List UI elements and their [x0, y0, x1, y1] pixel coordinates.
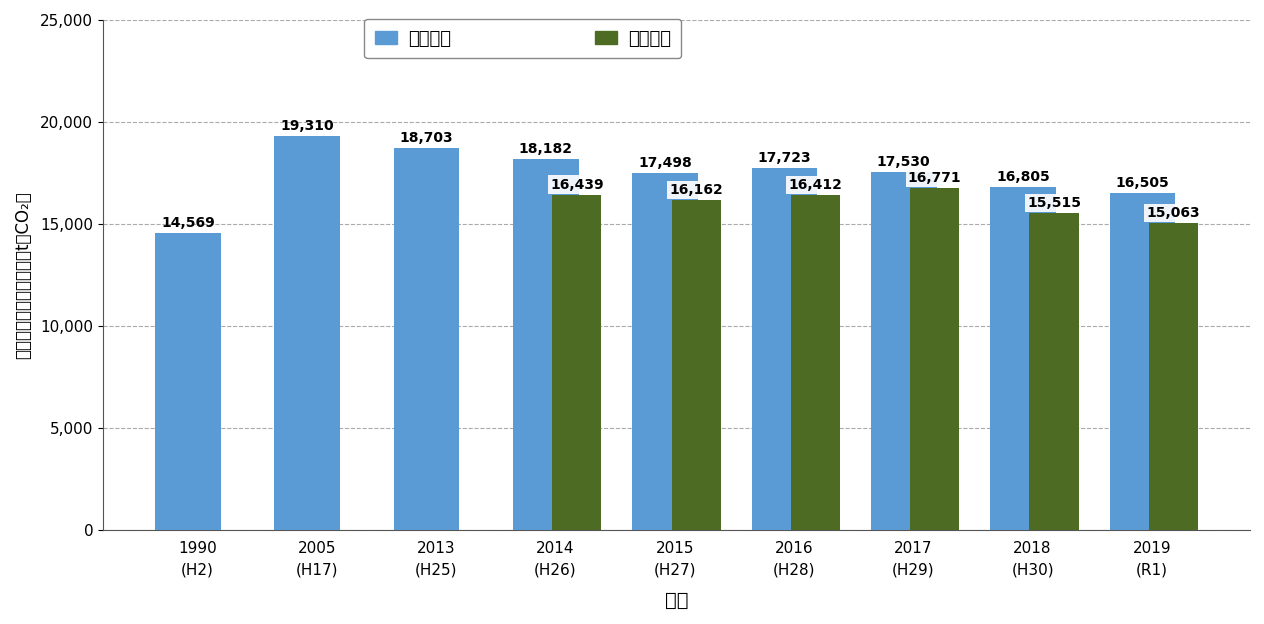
Text: 17,530: 17,530 [877, 155, 930, 169]
X-axis label: 年度: 年度 [665, 591, 689, 610]
Bar [990, 187, 1055, 530]
Text: 16,162: 16,162 [669, 183, 723, 197]
Bar [513, 159, 579, 530]
Bar [274, 136, 340, 530]
Bar [791, 195, 841, 530]
Bar [155, 233, 221, 530]
Text: 15,063: 15,063 [1146, 206, 1201, 220]
Text: 16,805: 16,805 [996, 170, 1050, 184]
Y-axis label: 温室効果ガス排出量（千t－CO₂）: 温室効果ガス排出量（千t－CO₂） [14, 191, 32, 359]
Text: 17,498: 17,498 [638, 156, 691, 170]
Text: 16,439: 16,439 [550, 178, 604, 192]
Bar [910, 188, 959, 530]
Text: 14,569: 14,569 [161, 216, 215, 230]
Text: 16,412: 16,412 [789, 178, 842, 192]
Bar [1029, 213, 1078, 530]
Bar [393, 149, 459, 530]
Text: 16,771: 16,771 [908, 171, 962, 185]
Text: 19,310: 19,310 [281, 119, 334, 133]
Bar [1110, 193, 1176, 530]
Bar [871, 172, 937, 530]
Text: 17,723: 17,723 [757, 152, 811, 165]
Text: 18,182: 18,182 [518, 142, 573, 156]
Bar [1149, 223, 1198, 530]
Legend: 総排出量, 実排出量: 総排出量, 実排出量 [364, 19, 681, 59]
Text: 15,515: 15,515 [1028, 197, 1081, 210]
Text: 18,703: 18,703 [399, 131, 454, 145]
Text: 16,505: 16,505 [1115, 176, 1169, 190]
Bar [632, 173, 698, 530]
Bar [671, 200, 720, 530]
Bar [552, 195, 602, 530]
Bar [752, 168, 818, 530]
